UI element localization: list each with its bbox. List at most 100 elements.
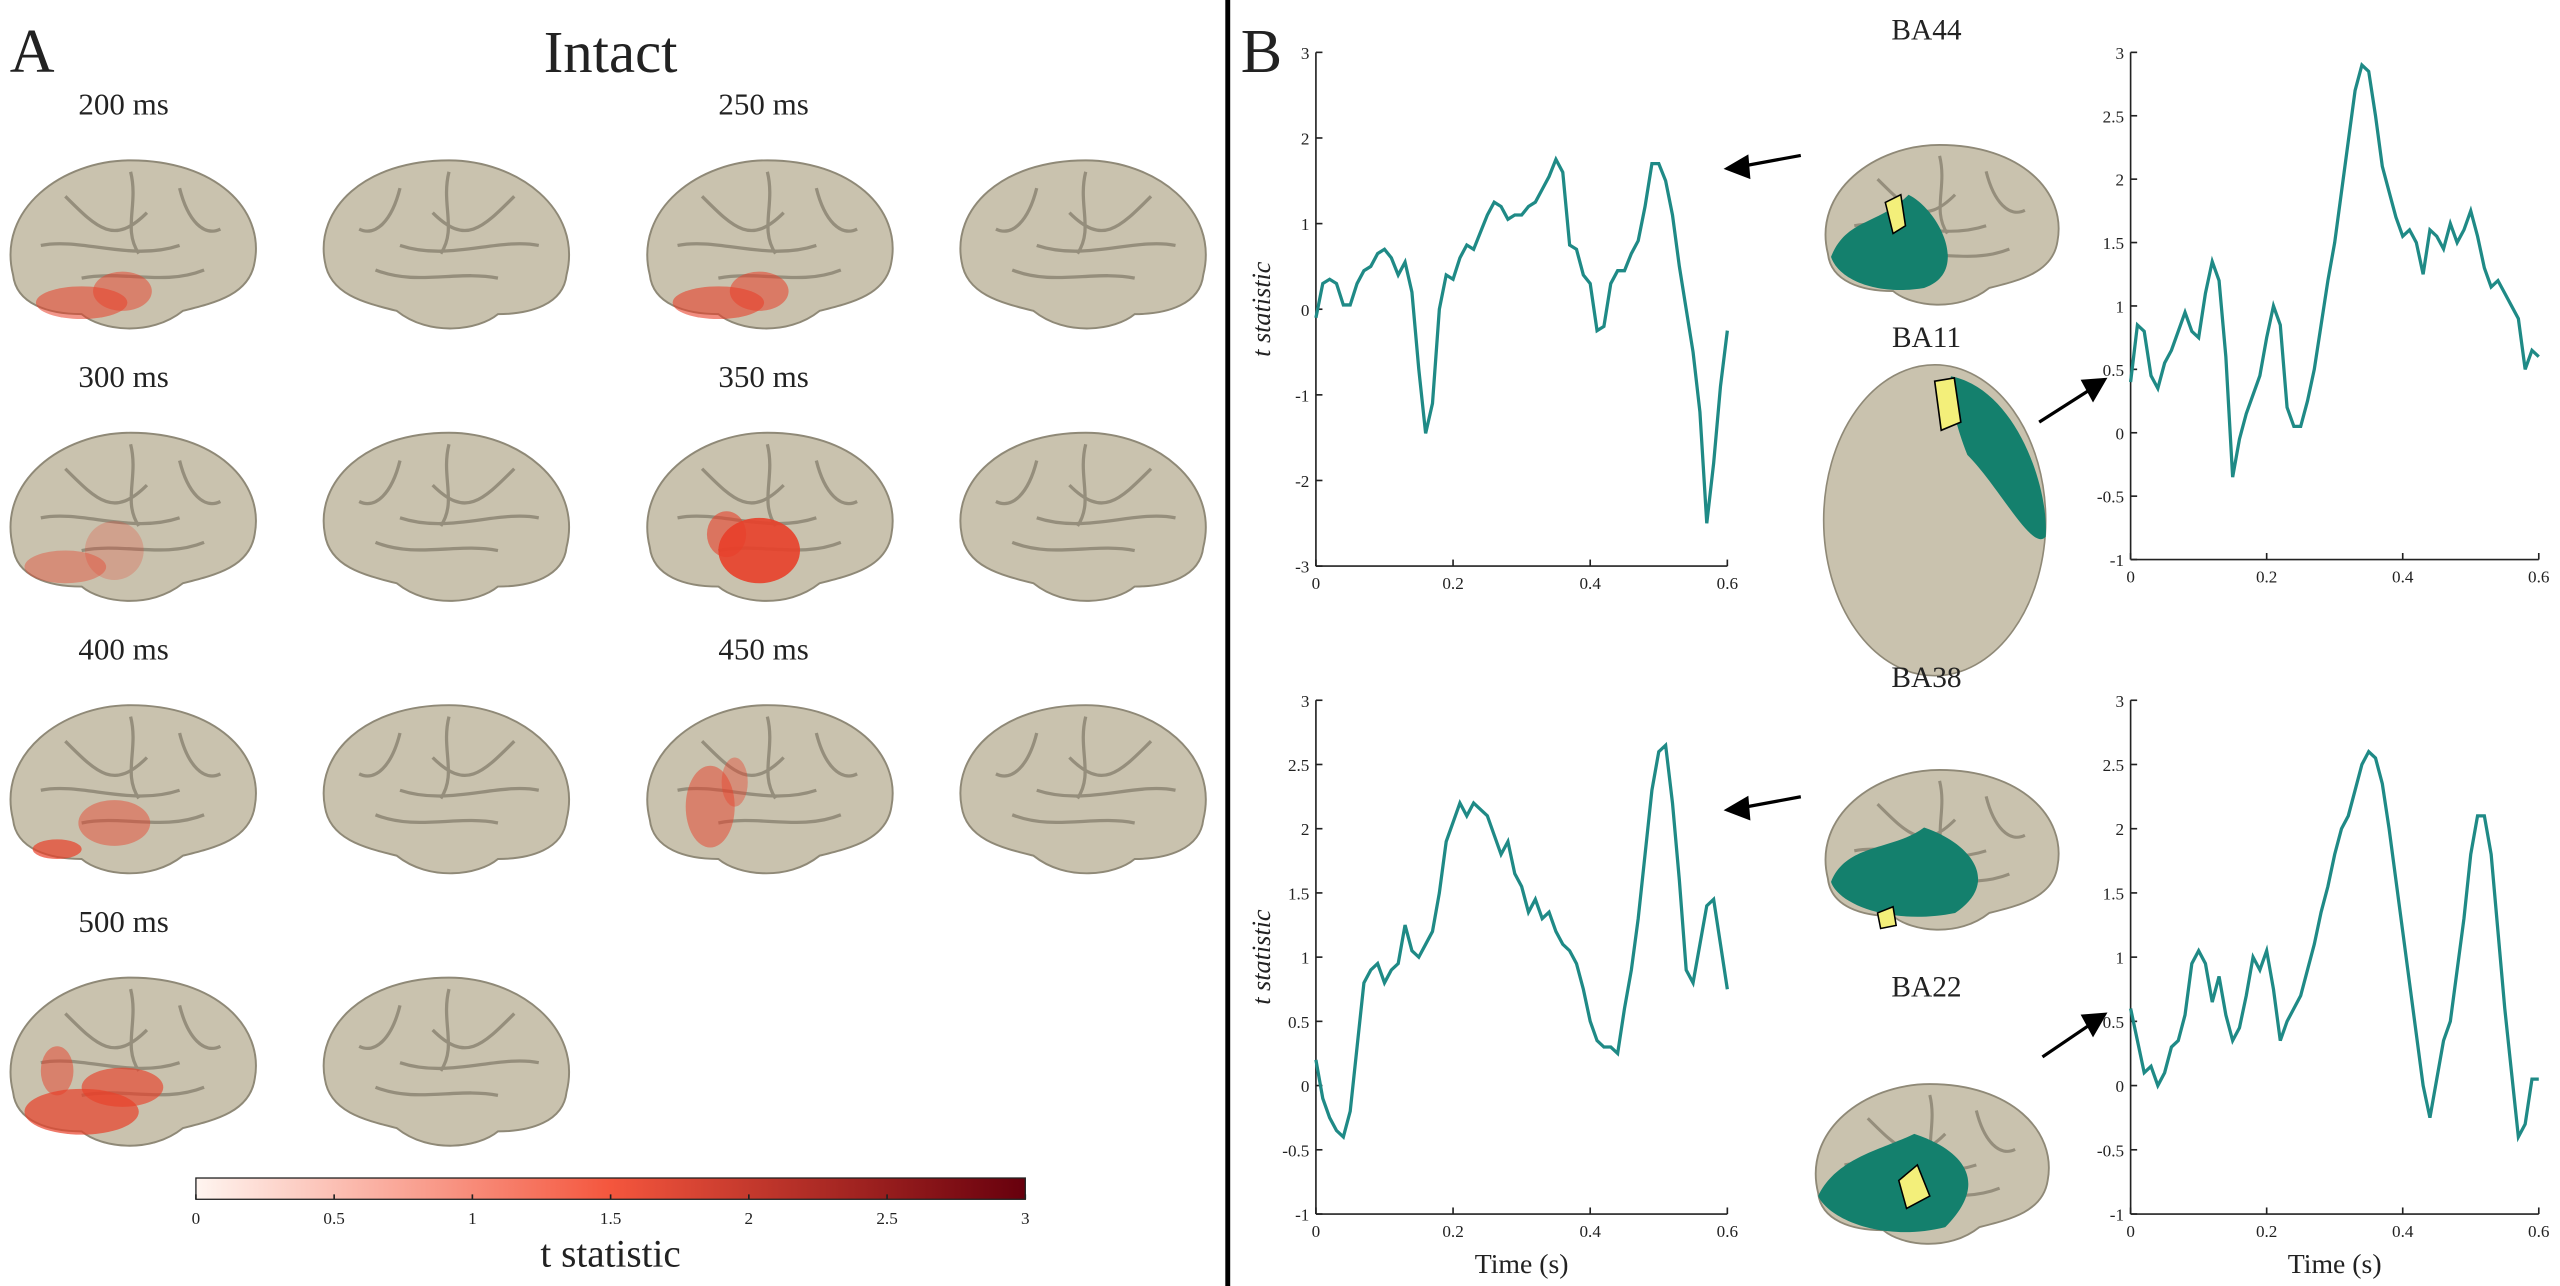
brain bbox=[646, 159, 894, 330]
sulcus bbox=[765, 443, 777, 527]
brain bbox=[959, 704, 1207, 875]
sulcus bbox=[129, 171, 141, 255]
sulcus bbox=[1068, 467, 1153, 505]
line bbox=[1314, 741, 1729, 1141]
y-tick-label: 0.5 bbox=[1288, 1013, 1309, 1032]
y-tick-label: 0.5 bbox=[2103, 1013, 2124, 1032]
sulcus bbox=[814, 732, 858, 778]
chart-title: BA11 bbox=[1892, 322, 1961, 354]
sulcus bbox=[431, 195, 516, 233]
time-label: 300 ms bbox=[78, 359, 168, 394]
sulcus bbox=[178, 732, 222, 778]
y-tick-label: 3 bbox=[1301, 692, 1310, 711]
sulcus bbox=[700, 195, 785, 233]
arrow bbox=[2041, 1021, 2094, 1059]
x-axis-label: Time (s) bbox=[2288, 1249, 2382, 1280]
brain bbox=[9, 704, 257, 875]
brain bbox=[1824, 144, 2060, 306]
chart-title: BA38 bbox=[1891, 662, 1961, 694]
brain bbox=[322, 976, 570, 1147]
x-tick-label: 0 bbox=[1312, 1222, 1321, 1241]
x-tick-label: 0.6 bbox=[2528, 1222, 2550, 1241]
y-axis-label: t statistic bbox=[1247, 909, 1276, 1005]
sulcus bbox=[431, 740, 516, 777]
y-tick-label: 2 bbox=[2116, 820, 2125, 839]
y-tick-label: 2.5 bbox=[1288, 756, 1309, 775]
sulcus bbox=[439, 443, 451, 527]
sulcus bbox=[1068, 195, 1153, 233]
time-label: 200 ms bbox=[78, 86, 168, 121]
line bbox=[2129, 748, 2539, 1143]
colorbar-tick-label: 0 bbox=[192, 1209, 201, 1228]
sulcus bbox=[358, 1005, 402, 1050]
sulcus bbox=[178, 460, 222, 506]
arrow-head bbox=[2080, 1012, 2108, 1038]
x-axis-label: Time (s) bbox=[1475, 1249, 1569, 1280]
brain bbox=[646, 431, 894, 602]
time-label: 400 ms bbox=[78, 631, 168, 666]
colorbar-tick-label: 1.5 bbox=[600, 1209, 621, 1228]
sulcus bbox=[40, 786, 181, 798]
sulcus bbox=[814, 460, 858, 506]
region-highlight bbox=[1897, 1163, 1931, 1210]
arrow-head bbox=[1723, 795, 1751, 821]
y-tick-label: 1 bbox=[1301, 215, 1310, 234]
brain bbox=[322, 159, 570, 330]
x-tick-label: 0.2 bbox=[2256, 567, 2277, 586]
sulcus bbox=[995, 732, 1039, 778]
colorbar-tick-label: 2.5 bbox=[876, 1209, 897, 1228]
y-tick-label: -0.5 bbox=[1282, 1141, 1309, 1160]
sulcus bbox=[129, 716, 141, 800]
activation bbox=[729, 271, 789, 311]
region bbox=[1831, 827, 1979, 917]
x-tick-label: 0 bbox=[1312, 574, 1321, 593]
sulcus bbox=[64, 467, 149, 505]
panel-label: B bbox=[1241, 18, 1282, 86]
x-tick-label: 0.4 bbox=[2392, 1222, 2414, 1241]
sulcus bbox=[995, 460, 1039, 506]
brain bbox=[322, 431, 570, 602]
activation bbox=[84, 521, 144, 581]
y-tick-label: 1 bbox=[1301, 949, 1310, 968]
region bbox=[1818, 1133, 1969, 1233]
y-tick-label: 1.5 bbox=[2103, 234, 2124, 253]
time-label: 450 ms bbox=[718, 631, 808, 666]
y-tick-label: -1 bbox=[1295, 1206, 1309, 1225]
y-tick-label: 1.5 bbox=[1288, 884, 1309, 903]
sulcus bbox=[439, 716, 451, 800]
brain bbox=[646, 704, 894, 875]
activation bbox=[78, 800, 151, 846]
sulcus bbox=[765, 171, 777, 255]
sulcus bbox=[374, 1085, 499, 1097]
sulcus bbox=[64, 195, 149, 233]
x-tick-label: 0.6 bbox=[2528, 567, 2550, 586]
y-tick-label: 3 bbox=[2116, 44, 2125, 63]
sulcus bbox=[1984, 796, 2026, 839]
sulcus bbox=[399, 1059, 540, 1071]
sulcus bbox=[129, 988, 141, 1072]
brain bbox=[322, 704, 570, 875]
sulcus bbox=[1938, 155, 1949, 235]
region-highlight bbox=[1884, 193, 1907, 235]
arrow-head bbox=[1723, 154, 1751, 180]
y-tick-label: 0 bbox=[2116, 1077, 2125, 1096]
activation bbox=[706, 511, 747, 558]
y-tick-label: -1 bbox=[1295, 386, 1309, 405]
y-tick-label: 2 bbox=[1301, 820, 1310, 839]
sulcus bbox=[677, 242, 817, 253]
sulcus bbox=[358, 187, 402, 233]
sulcus bbox=[374, 268, 499, 280]
y-tick-label: 1 bbox=[2116, 297, 2125, 316]
y-tick-label: -1 bbox=[2110, 1206, 2124, 1225]
brain bbox=[959, 431, 1207, 602]
time-label: 250 ms bbox=[718, 86, 808, 121]
sulcus bbox=[995, 187, 1039, 233]
sulcus bbox=[1011, 268, 1136, 280]
activation bbox=[685, 765, 735, 848]
x-tick-label: 0.4 bbox=[1579, 574, 1601, 593]
colorbar-tick-label: 2 bbox=[745, 1209, 754, 1228]
panel-title: Intact bbox=[544, 20, 678, 85]
y-tick-label: 2 bbox=[2116, 171, 2125, 190]
y-tick-label: -0.5 bbox=[2097, 488, 2124, 507]
sulcus bbox=[358, 460, 402, 506]
